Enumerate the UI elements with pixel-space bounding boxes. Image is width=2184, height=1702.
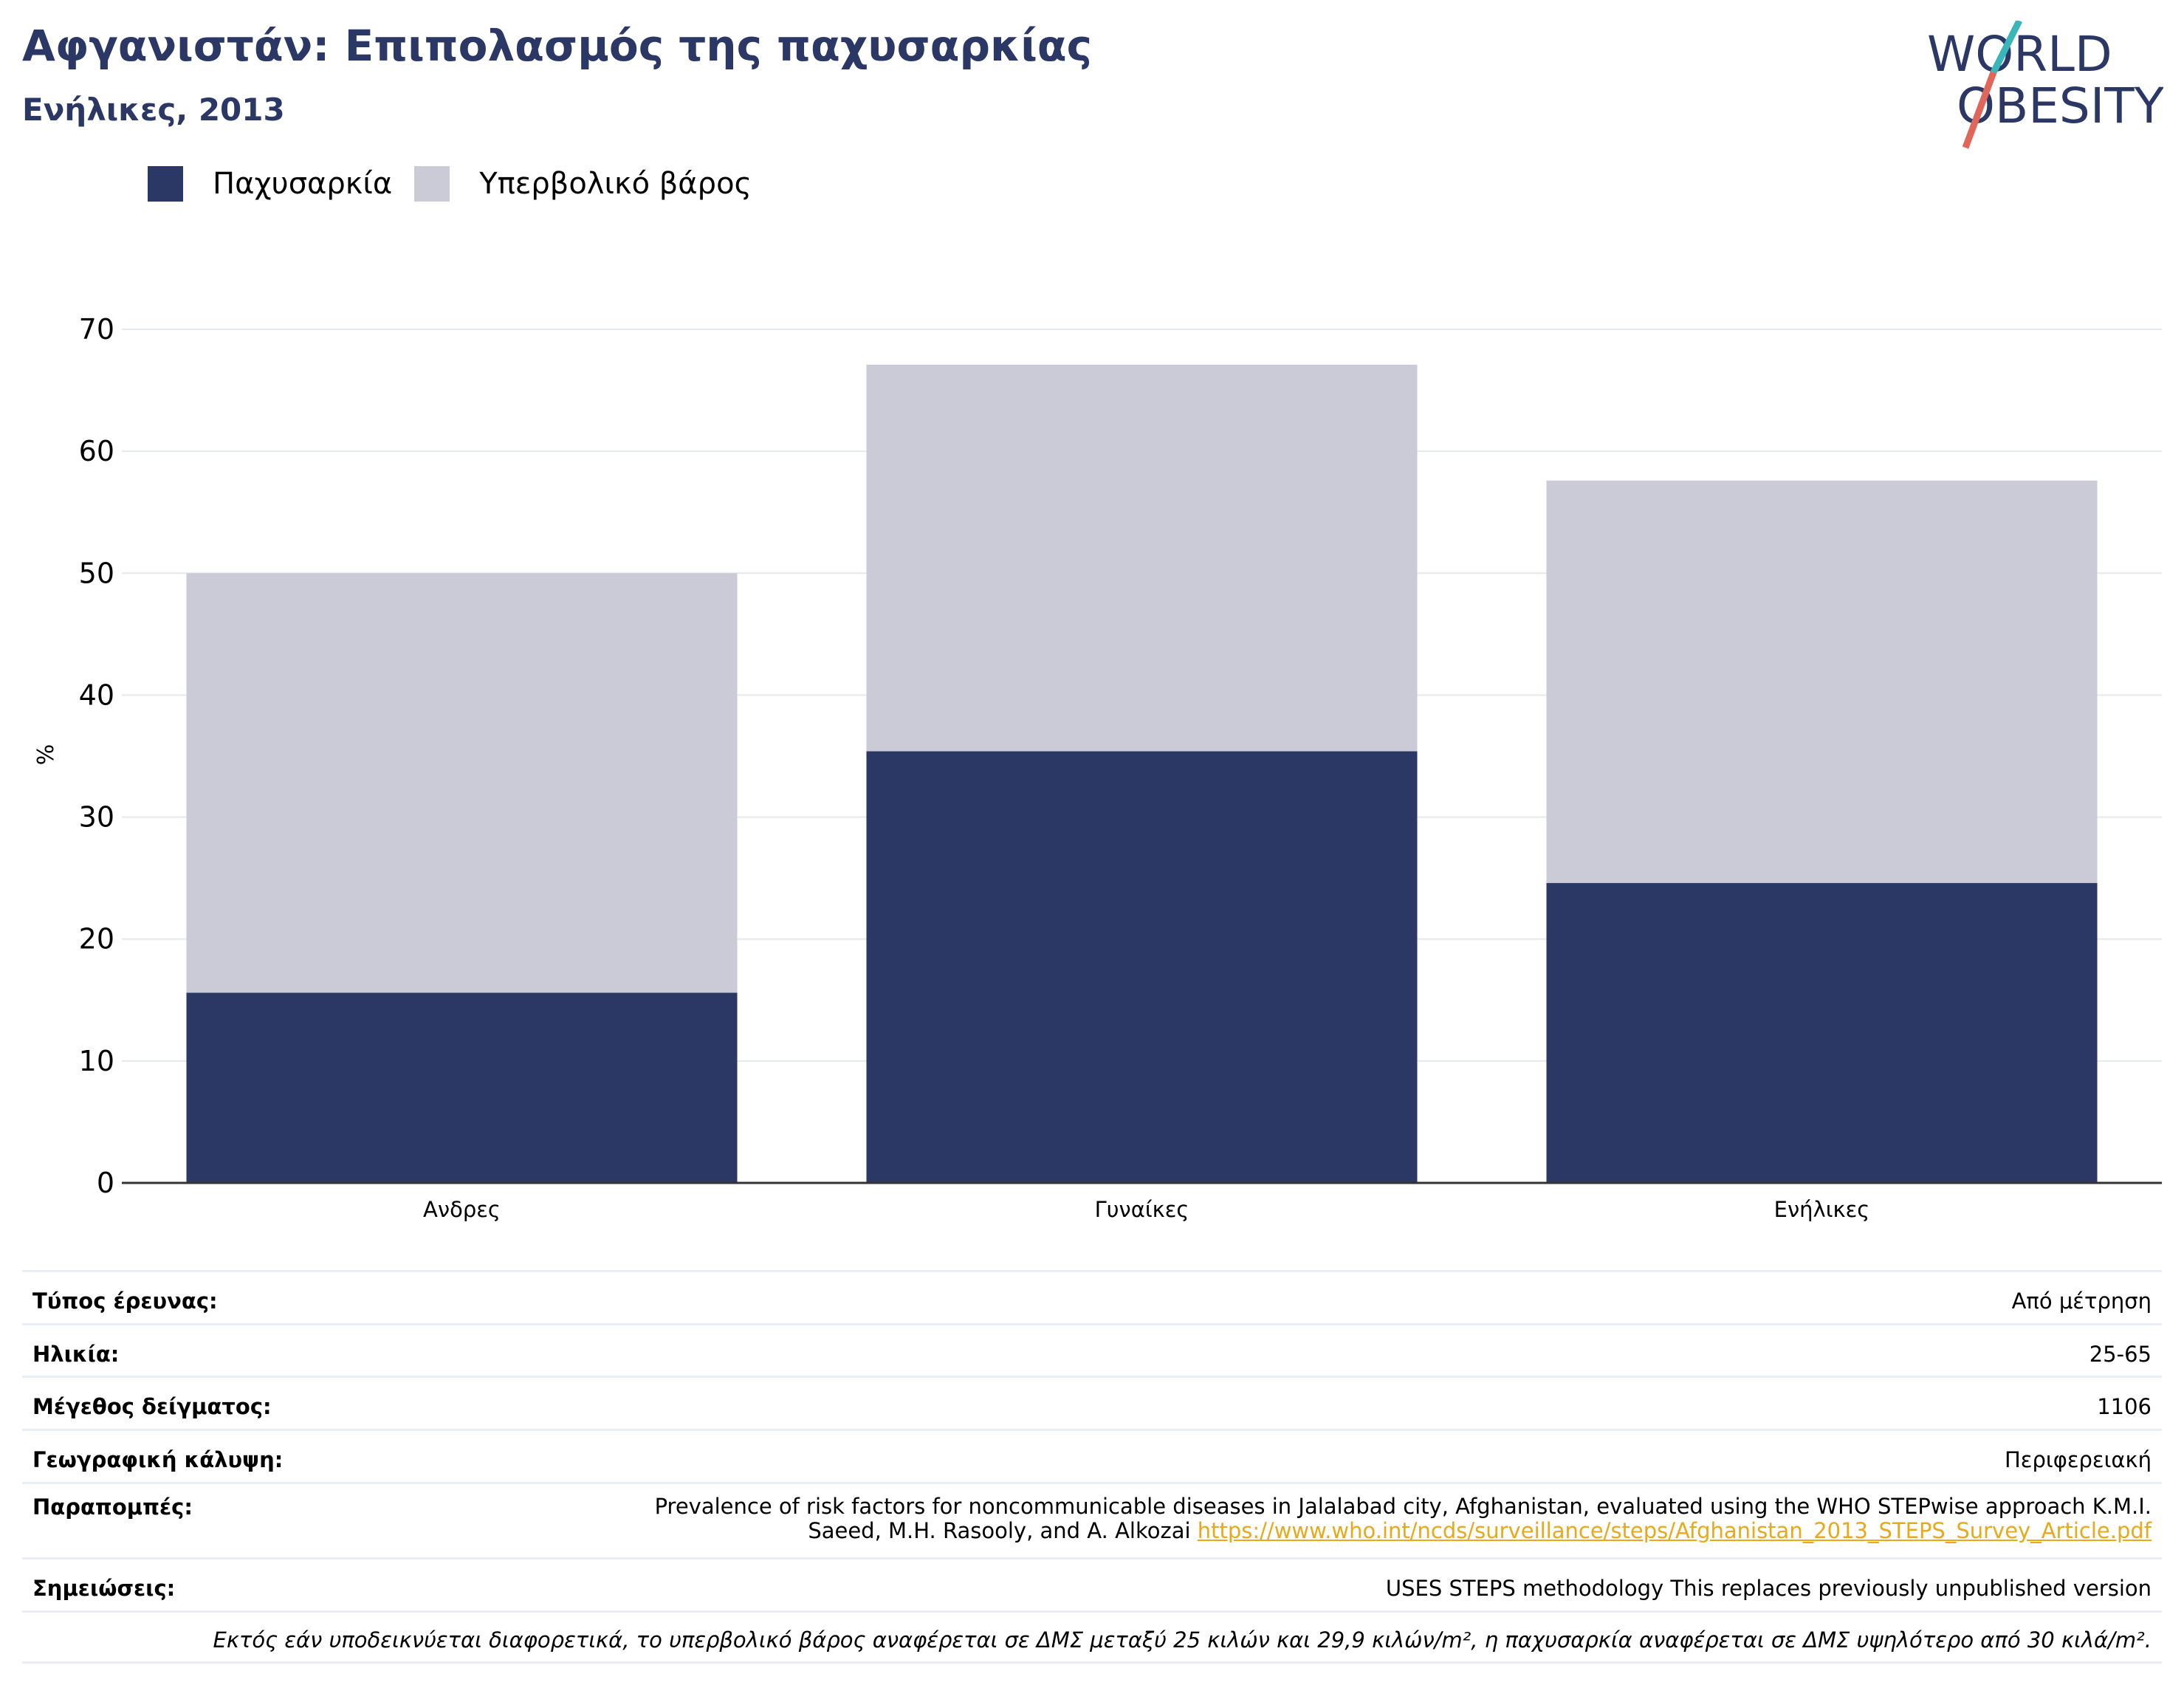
y-tick-label: 0 (97, 1167, 114, 1199)
references-text: Prevalence of risk factors for noncommun… (655, 1484, 2152, 1543)
meta-key: Μέγεθος δείγματος: (32, 1394, 272, 1419)
bar-overweight (186, 573, 738, 993)
legend-label-obesity: Παχυσαρκία (213, 167, 393, 201)
legend-label-overweight: Υπερβολικό βάρος (479, 167, 752, 201)
x-tick-label: Ανδρες (423, 1197, 501, 1222)
meta-row-age: Ηλικία: 25-65 (22, 1323, 2162, 1376)
logo-slash-red (1962, 71, 1997, 149)
bar-overweight (1546, 480, 2098, 883)
meta-row-references: Παραπομπές: Prevalence of risk factors f… (22, 1482, 2162, 1557)
y-tick-label: 40 (79, 679, 114, 711)
bar-obesity (866, 751, 1418, 1183)
meta-key: Σημειώσεις: (32, 1576, 176, 1601)
legend-swatch-obesity (148, 166, 183, 202)
y-tick-label: 60 (79, 435, 114, 467)
legend-item-overweight: Υπερβολικό βάρος (414, 166, 752, 202)
bar-obesity (1546, 882, 2098, 1183)
meta-value: 25-65 (2089, 1342, 2152, 1367)
meta-row-notes: Σημειώσεις: USES STEPS methodology This … (22, 1557, 2162, 1610)
meta-row-sample-size: Μέγεθος δείγματος: 1106 (22, 1376, 2162, 1429)
y-tick-label: 20 (79, 923, 114, 955)
definition-footnote: Εκτός εάν υποδεικνύεται διαφορετικά, το … (22, 1610, 2162, 1664)
x-tick-label: Γυναίκες (1095, 1197, 1189, 1222)
y-tick-label: 10 (79, 1045, 114, 1077)
meta-value: Από μέτρηση (2011, 1288, 2152, 1314)
meta-key: Γεωγραφική κάλυψη: (32, 1447, 284, 1472)
meta-key: Ηλικία: (32, 1342, 120, 1367)
meta-row-survey-type: Τύπος έρευνας: Από μέτρηση (22, 1270, 2162, 1323)
meta-value: USES STEPS methodology This replaces pre… (1385, 1576, 2152, 1601)
meta-key: Τύπος έρευνας: (32, 1288, 218, 1314)
logo-slash-teal (1990, 21, 2023, 75)
meta-value: 1106 (2097, 1394, 2152, 1419)
chart-subtitle: Ενήλικες, 2013 (22, 92, 285, 128)
legend-item-obesity: Παχυσαρκία (148, 166, 392, 202)
survey-details-table: Τύπος έρευνας: Από μέτρηση Ηλικία: 25-65… (22, 1270, 2162, 1664)
meta-row-geographic-coverage: Γεωγραφική κάλυψη: Περιφερειακή (22, 1429, 2162, 1482)
chart-title: Αφγανιστάν: Επιπολασμός της παχυσαρκίας (22, 21, 1093, 71)
logo-line1: WORLD (1927, 26, 2112, 83)
x-tick-label: Ενήλικες (1774, 1197, 1870, 1222)
meta-value: Περιφερειακή (2005, 1447, 2152, 1472)
meta-key: Παραπομπές: (32, 1495, 193, 1520)
y-axis-label: % (33, 744, 59, 766)
references-line1: Prevalence of risk factors for noncommun… (654, 1494, 2152, 1519)
legend: Παχυσαρκία Υπερβολικό βάρος (148, 166, 774, 202)
y-tick-label: 70 (79, 313, 114, 346)
y-tick-label: 30 (79, 801, 114, 834)
bar-chart: 0 10 20 30 40 50 60 70% Ανδρες Γυναίκες Ενήλικες (33, 313, 2162, 1222)
bar-overweight (866, 364, 1418, 752)
bar-obesity (186, 992, 738, 1183)
reference-link[interactable]: https://www.who.int/ncds/surveillance/st… (1197, 1518, 2152, 1543)
world-obesity-logo: WORLD OBESITY (1927, 21, 2163, 149)
y-tick-label: 50 (79, 557, 114, 589)
references-line2: Saeed, M.H. Rasooly, and A. Alkozai (808, 1518, 1191, 1543)
legend-swatch-overweight (414, 166, 450, 202)
